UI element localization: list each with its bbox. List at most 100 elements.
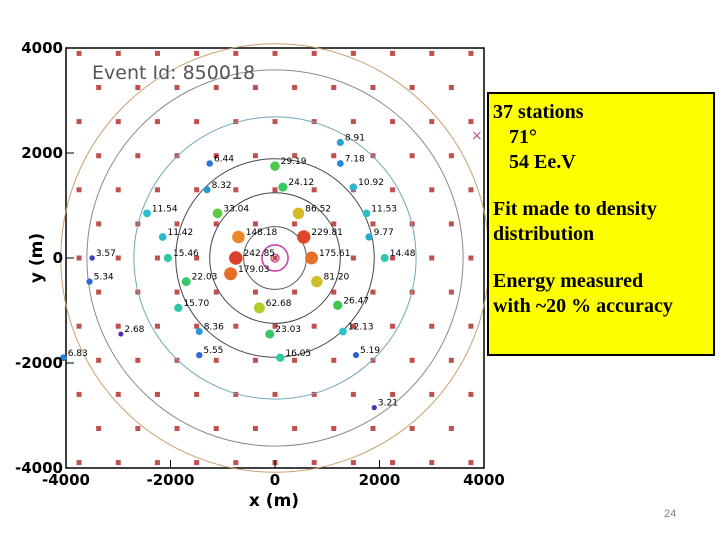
array-station	[448, 289, 454, 295]
array-station	[350, 460, 356, 466]
array-station	[76, 460, 82, 466]
triggered-station	[224, 267, 238, 281]
array-station	[135, 153, 141, 159]
array-station	[96, 425, 102, 431]
array-station	[154, 50, 160, 56]
station-signal-label: 229.81	[311, 228, 343, 238]
array-station	[468, 323, 474, 329]
station-signal-label: 3.21	[378, 399, 398, 409]
array-station	[115, 391, 121, 397]
array-station	[115, 323, 121, 329]
array-station	[174, 153, 180, 159]
array-station	[96, 221, 102, 227]
array-station	[233, 460, 239, 466]
x-tick-label: 0	[270, 471, 280, 489]
array-station	[272, 323, 278, 329]
x-axis-label: x (m)	[249, 491, 299, 511]
array-station	[252, 425, 258, 431]
array-station	[252, 289, 258, 295]
station-signal-label: 33.04	[223, 204, 249, 214]
array-station	[252, 221, 258, 227]
array-station	[331, 153, 337, 159]
array-station	[468, 460, 474, 466]
array-station	[409, 425, 415, 431]
station-signal-label: 148.18	[246, 228, 278, 238]
array-station	[252, 357, 258, 363]
array-station	[174, 289, 180, 295]
array-station	[252, 153, 258, 159]
station-signal-label: 242.85	[244, 249, 276, 259]
array-station	[154, 460, 160, 466]
station-signal-label: 179.03	[238, 265, 270, 275]
array-station	[194, 255, 200, 261]
triggered-station	[362, 209, 371, 218]
station-signal-label: 15.70	[183, 299, 209, 309]
triggered-station	[270, 161, 280, 171]
triggered-station	[158, 233, 167, 241]
contour-ring	[86, 69, 464, 447]
array-station	[76, 323, 82, 329]
triggered-station	[352, 352, 360, 359]
array-station	[213, 289, 219, 295]
array-station	[272, 119, 278, 125]
array-station	[115, 119, 121, 125]
triggered-station	[206, 160, 213, 167]
array-station	[213, 425, 219, 431]
y-tick-label: 4000	[21, 39, 63, 57]
triggered-station	[253, 302, 265, 314]
array-station	[292, 357, 298, 363]
contour-ring	[175, 158, 375, 358]
array-station	[350, 119, 356, 125]
array-station	[194, 119, 200, 125]
array-station	[76, 187, 82, 193]
array-station	[370, 357, 376, 363]
station-signal-label: 7.18	[345, 155, 365, 165]
array-station	[468, 187, 474, 193]
array-station	[292, 289, 298, 295]
triggered-station	[195, 327, 203, 336]
array-station	[76, 255, 82, 261]
station-signal-label: 8.32	[212, 181, 232, 191]
array-station	[272, 187, 278, 193]
array-station	[115, 460, 121, 466]
array-station	[233, 187, 239, 193]
station-signal-label: 2.68	[124, 325, 144, 335]
station-signal-label: 6.44	[214, 155, 234, 165]
y-tick-label: -2000	[15, 354, 63, 372]
y-tick-label: -4000	[15, 459, 63, 477]
station-signal-label: 24.12	[288, 178, 314, 188]
array-station	[468, 391, 474, 397]
array-station	[370, 425, 376, 431]
array-station	[115, 255, 121, 261]
array-station	[331, 289, 337, 295]
triggered-station	[86, 278, 93, 285]
array-station	[350, 50, 356, 56]
triggered-station	[118, 331, 124, 337]
array-station	[135, 85, 141, 91]
triggered-station	[196, 351, 203, 359]
station-signal-label: 12.13	[348, 323, 374, 333]
station-signal-label: 6.83	[68, 349, 88, 359]
contour-ring	[261, 244, 289, 272]
array-station	[409, 85, 415, 91]
annotation-accuracy-line1: Energy measured	[493, 270, 644, 292]
array-station	[370, 289, 376, 295]
array-station	[96, 153, 102, 159]
array-station	[174, 221, 180, 227]
station-signal-label: 62.68	[266, 299, 292, 309]
array-station	[409, 153, 415, 159]
station-signal-label: 5.19	[360, 346, 380, 356]
array-station	[311, 119, 317, 125]
station-signal-label: 11.54	[152, 204, 178, 214]
array-station	[292, 221, 298, 227]
station-signal-label: 26.47	[343, 296, 369, 306]
station-signal-label: 5.55	[203, 346, 223, 356]
array-station	[194, 187, 200, 193]
array-station	[154, 323, 160, 329]
station-signal-label: 8.36	[204, 323, 224, 333]
triggered-station	[212, 208, 223, 219]
triggered-station	[380, 253, 389, 263]
x-tick-label: 4000	[463, 471, 505, 489]
contour-ring	[209, 192, 341, 324]
